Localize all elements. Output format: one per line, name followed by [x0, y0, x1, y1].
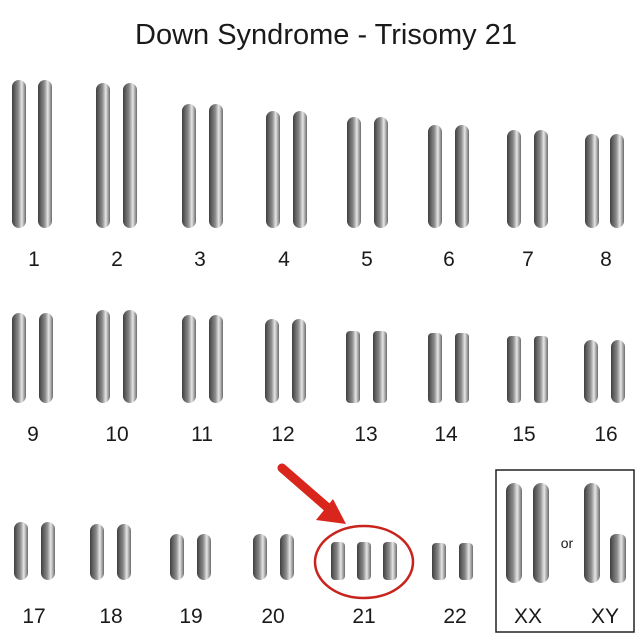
chromosome-label: 2	[111, 248, 123, 271]
chromosome-label: 15	[512, 423, 535, 446]
chromosome-pair-12	[265, 319, 306, 403]
chromosome-label: 7	[522, 248, 534, 271]
chromosome-pair-10	[96, 310, 137, 403]
or-text: or	[561, 535, 574, 551]
chromosome-label: 20	[261, 605, 284, 628]
sex-chromosomes-xy	[584, 483, 626, 583]
pointer-arrow	[277, 463, 346, 524]
chromosome-pair-11	[182, 315, 223, 403]
chromosome-label: 22	[443, 605, 466, 628]
chromosome-pair-22	[432, 543, 473, 580]
chromosome-label: 13	[354, 423, 377, 446]
chromosome-pair-1	[12, 80, 52, 228]
chromosome-label: 5	[361, 248, 373, 271]
sex-chromosome-label: XY	[591, 605, 619, 628]
chromosome-label: 1	[28, 248, 40, 271]
chromosome-pair-17	[14, 522, 55, 580]
chromosome-label: 12	[271, 423, 294, 446]
page-title: Down Syndrome - Trisomy 21	[135, 19, 517, 51]
chromosome-pair-2	[96, 83, 137, 228]
chromosome-label: 10	[105, 423, 128, 446]
chromosome-pair-20	[253, 534, 294, 580]
chromosome-label: 11	[191, 423, 213, 446]
chromosome-label: 14	[434, 423, 458, 446]
chromosome-label: 9	[27, 423, 39, 446]
chromosome-label: 21	[352, 605, 375, 628]
chromosome-label: 8	[600, 248, 612, 271]
chromosome-label: 16	[594, 423, 617, 446]
chromosome-pair-15	[507, 336, 548, 403]
chromosome-pair-3	[182, 104, 223, 228]
chromosome-pair-7	[507, 130, 548, 228]
sex-chromosomes-xx	[506, 483, 549, 583]
chromosome-label: 6	[443, 248, 455, 271]
chromosome-pair-9	[12, 313, 53, 403]
chromosome-pair-18	[90, 524, 131, 580]
chromosome-label: 17	[22, 605, 45, 628]
chromosome-pair-16	[584, 340, 625, 403]
sex-chromosome-box	[495, 469, 635, 633]
chromosome-pair-6	[428, 125, 469, 228]
chromosome-pair-13	[346, 331, 387, 403]
chromosome-label: 3	[194, 248, 206, 271]
chromosome-label: 18	[99, 605, 122, 628]
sex-chromosome-label: XX	[514, 605, 542, 628]
chromosome-pair-4	[266, 111, 307, 228]
centromere-notches	[8, 145, 56, 151]
chromosome-label: 19	[179, 605, 202, 628]
chromosome-pair-19	[170, 534, 211, 580]
chromosome-pair-5	[347, 117, 388, 228]
trisomy-21-highlight-circle	[313, 524, 415, 600]
chromosome-pair-8	[585, 134, 624, 228]
chromosome-trio-21	[331, 542, 397, 580]
chromosome-label: 4	[278, 248, 290, 271]
chromosome-pair-14	[428, 333, 469, 403]
chromosome-labels: 1 2 3 4 5 6 7 8 9 10 11 12 13 14 15 16 1…	[22, 248, 619, 628]
